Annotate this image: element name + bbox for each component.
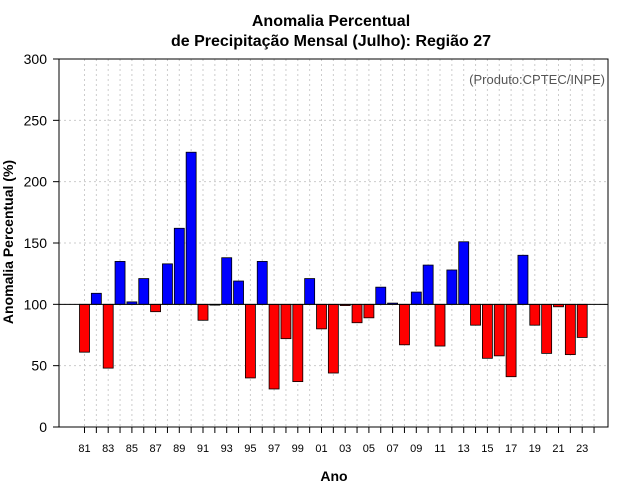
bar-88 xyxy=(162,263,173,305)
y-tick-label: 100 xyxy=(24,296,48,312)
bar-82 xyxy=(90,292,102,305)
bar-89 xyxy=(173,227,185,305)
bar-87 xyxy=(150,303,162,313)
x-tick-label: 99 xyxy=(292,443,304,455)
x-tick-label: 83 xyxy=(102,443,114,455)
bar-16 xyxy=(493,303,505,357)
bar-04 xyxy=(351,303,363,324)
y-tick-label: 50 xyxy=(31,358,47,374)
x-tick-label: 19 xyxy=(529,443,541,455)
x-axis: 81 83 85 87 89 91 93 95 97 99 01 03 05 07 09 11 13 15 17 19… xyxy=(78,427,595,455)
bar-97 xyxy=(268,303,280,390)
y-tick-label: 0 xyxy=(39,419,47,435)
y-tick-label: 150 xyxy=(24,235,48,251)
y-axis: 0 50 100 150 200 250 300 xyxy=(24,51,59,435)
x-tick-label: 81 xyxy=(78,443,90,455)
x-tick-label: 07 xyxy=(386,443,398,455)
bar-90 xyxy=(185,151,197,305)
bar-91 xyxy=(197,303,209,321)
x-tick-label: 95 xyxy=(244,443,256,455)
x-tick-label: 05 xyxy=(363,443,375,455)
bar-15 xyxy=(481,303,493,359)
y-axis-label: Anomalia Percentual (%) xyxy=(0,160,16,324)
x-tick-label: 89 xyxy=(173,443,185,455)
bar-84 xyxy=(114,260,126,305)
bar-19 xyxy=(529,303,541,326)
bar-00 xyxy=(304,278,316,305)
grid-lines xyxy=(59,59,608,427)
y-tick-label: 300 xyxy=(24,51,48,67)
bar-94 xyxy=(233,280,244,305)
bar-95 xyxy=(244,303,256,379)
x-tick-label: 97 xyxy=(268,443,280,455)
bars-group xyxy=(79,151,588,390)
bar-98 xyxy=(280,303,292,340)
bar-23 xyxy=(576,303,588,338)
bar-10 xyxy=(422,264,434,305)
bar-22 xyxy=(564,303,576,356)
bar-86 xyxy=(138,278,150,305)
bar-11 xyxy=(434,303,446,347)
bar-09 xyxy=(410,291,422,305)
bar-13 xyxy=(458,241,470,305)
x-tick-label: 21 xyxy=(552,443,564,455)
bar-20 xyxy=(541,303,553,354)
chart-title-line-2: de Precipitação Mensal (Julho): Região 2… xyxy=(171,33,491,50)
bar-18 xyxy=(517,254,529,305)
x-axis-label: Ano xyxy=(320,468,347,484)
x-tick-label: 23 xyxy=(576,443,588,455)
x-tick-label: 91 xyxy=(197,443,209,455)
x-tick-label: 03 xyxy=(339,443,351,455)
credit-label: (Produto:CPTEC/INPE) xyxy=(469,72,605,87)
bar-05 xyxy=(363,303,375,319)
x-tick-label: 93 xyxy=(221,443,233,455)
bar-83 xyxy=(102,303,114,369)
x-tick-label: 87 xyxy=(149,443,161,455)
y-tick-label: 250 xyxy=(24,112,48,128)
bar-01 xyxy=(316,303,327,330)
x-tick-label: 13 xyxy=(458,443,470,455)
bar-93 xyxy=(221,257,233,305)
x-tick-label: 11 xyxy=(434,443,445,455)
x-tick-label: 85 xyxy=(126,443,138,455)
chart-title-line-1: Anomalia Percentual xyxy=(252,13,410,30)
bar-17 xyxy=(505,303,517,378)
x-tick-label: 09 xyxy=(410,443,422,455)
bar-14 xyxy=(470,303,481,326)
bar-08 xyxy=(399,303,410,346)
bar-81 xyxy=(79,303,90,353)
y-tick-label: 200 xyxy=(24,174,48,190)
x-tick-label: 01 xyxy=(315,443,327,455)
bar-02 xyxy=(327,303,339,374)
x-tick-label: 17 xyxy=(505,443,517,455)
x-tick-label: 15 xyxy=(481,443,493,455)
bar-12 xyxy=(446,269,458,305)
bar-99 xyxy=(292,303,304,383)
bar-96 xyxy=(256,260,268,305)
bar-06 xyxy=(375,286,387,305)
